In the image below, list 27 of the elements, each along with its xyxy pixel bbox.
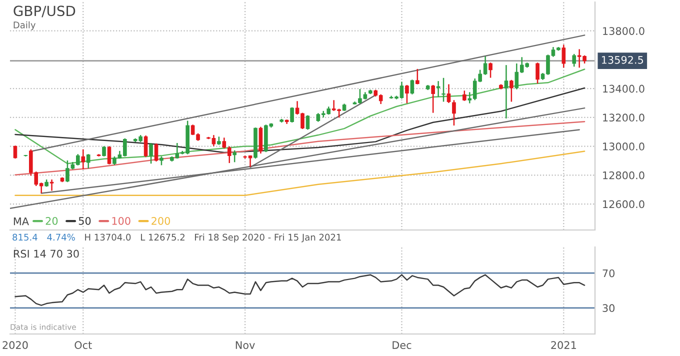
legend-label: 100 [112, 216, 130, 225]
chart-title: GBP/USD [14, 6, 76, 18]
y-tick-label: 13000.0 [603, 142, 644, 150]
y-tick-label: 70 [602, 269, 615, 278]
legend-title: MA [14, 218, 29, 226]
legend-label: 20 [46, 216, 58, 225]
y-tick-label: 12800.0 [603, 171, 644, 180]
x-tick-label: 2021 [551, 341, 576, 350]
y-tick-label: 13200.0 [603, 114, 644, 122]
ref-line-label: 13592.5 [602, 56, 644, 64]
text: L 12675.2 [141, 234, 184, 241]
text: H 13704.0 [85, 234, 131, 241]
y-tick-label: 12600.0 [603, 200, 644, 208]
text: 4.74% [47, 234, 75, 241]
text: 815.4 [12, 234, 38, 241]
text: Daily [14, 21, 36, 30]
legend-label: 200 [152, 216, 170, 225]
x-tick-label: Oct [74, 341, 92, 350]
x-tick-label: 2020 [2, 341, 28, 350]
y-tick-label: 13400.0 [603, 84, 644, 93]
y-tick-label: 30 [602, 304, 615, 312]
x-tick-label: Nov [236, 341, 255, 350]
x-tick-label: Dec [392, 341, 412, 350]
text: Fri 18 Sep 2020 - Fri 15 Jan 2021 [195, 234, 341, 242]
y-tick-label: 13800.0 [603, 27, 644, 35]
chart-title: RSI 14 70 30 [14, 250, 79, 258]
legend-label: 50 [78, 216, 91, 225]
